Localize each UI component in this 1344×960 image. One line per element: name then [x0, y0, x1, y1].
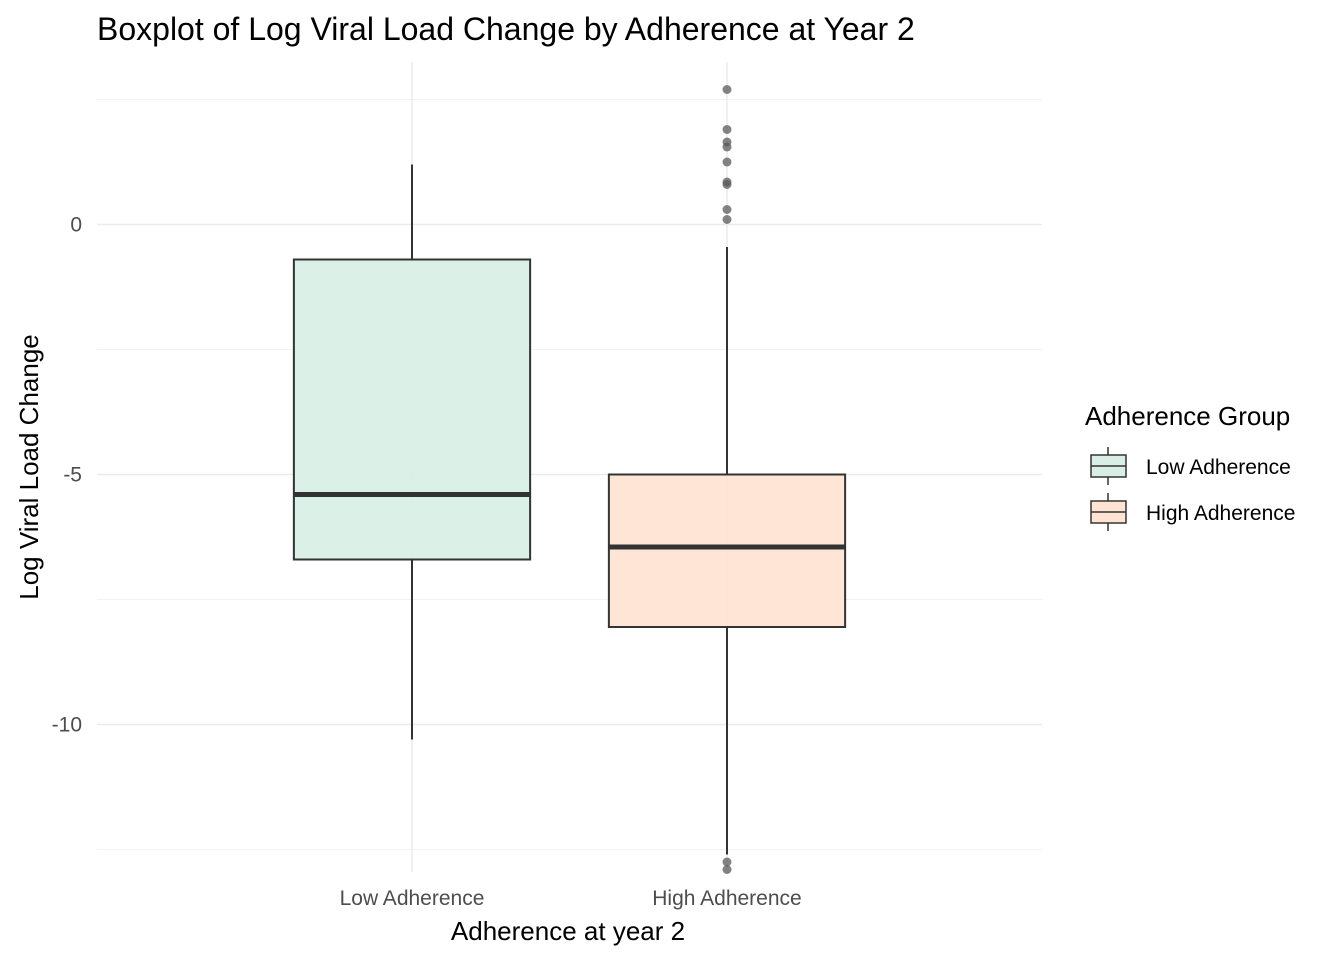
x-tick-label: Low Adherence: [340, 887, 485, 910]
outlier-point: [722, 142, 732, 152]
x-axis-title: Adherence at year 2: [451, 916, 685, 946]
x-axis-ticks: Low Adherence High Adherence: [340, 887, 802, 910]
outlier-point: [722, 180, 732, 189]
legend-item: Low Adherence: [1090, 447, 1291, 485]
outlier-point: [722, 215, 732, 224]
outlier-point: [722, 205, 732, 214]
grid-lines: [97, 62, 1042, 872]
chart-title: Boxplot of Log Viral Load Change by Adhe…: [97, 11, 915, 47]
legend-label: High Adherence: [1146, 502, 1295, 525]
boxes: [292, 85, 847, 874]
outlier-point: [722, 85, 732, 94]
legend-label: Low Adherence: [1146, 456, 1291, 479]
outlier-point: [722, 857, 732, 867]
y-axis-title: Log Viral Load Change: [14, 334, 44, 600]
outlier-point: [722, 125, 732, 134]
y-tick-label: 0: [70, 214, 82, 237]
box: [292, 258, 532, 561]
outlier-point: [722, 157, 732, 167]
y-tick-label: -10: [52, 714, 82, 737]
box: [607, 473, 847, 628]
legend-item: High Adherence: [1090, 493, 1295, 531]
y-axis-ticks: 0 -5 -10: [52, 214, 82, 737]
box-group: [292, 164, 532, 740]
legend-title: Adherence Group: [1085, 401, 1290, 431]
outlier-point: [722, 865, 732, 874]
legend: Adherence Group Low Adherence High Adhere…: [1085, 401, 1295, 531]
x-tick-label: High Adherence: [652, 887, 801, 910]
y-tick-label: -5: [63, 464, 82, 487]
box-group: [607, 85, 847, 874]
